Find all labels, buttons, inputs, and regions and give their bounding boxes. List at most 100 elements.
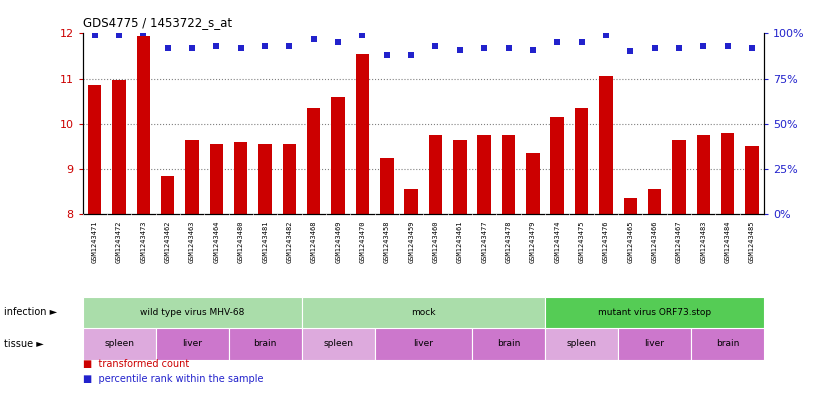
Bar — [229, 328, 301, 360]
Point — [88, 32, 102, 39]
Text: liver: liver — [644, 340, 665, 348]
Bar — [599, 76, 613, 214]
Bar — [234, 142, 248, 214]
Text: GSM1243476: GSM1243476 — [603, 221, 609, 263]
Text: spleen: spleen — [104, 340, 134, 348]
Text: GSM1243483: GSM1243483 — [700, 221, 706, 263]
Text: GSM1243482: GSM1243482 — [287, 221, 292, 263]
Text: brain: brain — [716, 340, 739, 348]
Text: GSM1243462: GSM1243462 — [164, 221, 171, 263]
Point — [551, 39, 564, 46]
Text: GSM1243473: GSM1243473 — [140, 221, 146, 263]
Text: GSM1243466: GSM1243466 — [652, 221, 657, 263]
Text: spleen: spleen — [567, 340, 596, 348]
Bar — [331, 97, 344, 214]
Point — [210, 43, 223, 49]
Point — [599, 32, 612, 39]
Bar — [550, 117, 564, 214]
Point — [259, 43, 272, 49]
Text: liver: liver — [182, 340, 202, 348]
Bar — [137, 36, 150, 214]
Point — [477, 45, 491, 51]
Point — [721, 43, 734, 49]
Text: wild type virus MHV-68: wild type virus MHV-68 — [140, 308, 244, 317]
Point — [696, 43, 710, 49]
Text: GDS4775 / 1453722_s_at: GDS4775 / 1453722_s_at — [83, 16, 232, 29]
Point — [112, 32, 126, 39]
Bar — [618, 328, 691, 360]
Bar — [356, 54, 369, 214]
Bar — [696, 135, 710, 214]
Bar — [526, 153, 539, 214]
Point — [282, 43, 296, 49]
Bar — [155, 328, 229, 360]
Text: GSM1243459: GSM1243459 — [408, 221, 414, 263]
Text: GSM1243461: GSM1243461 — [457, 221, 463, 263]
Text: GSM1243467: GSM1243467 — [676, 221, 682, 263]
Text: infection ►: infection ► — [4, 307, 57, 318]
Point — [526, 46, 539, 53]
Point — [624, 48, 637, 55]
Text: GSM1243458: GSM1243458 — [384, 221, 390, 263]
Bar — [405, 189, 418, 214]
Text: GSM1243485: GSM1243485 — [749, 221, 755, 263]
Bar — [210, 144, 223, 214]
Text: GSM1243484: GSM1243484 — [724, 221, 730, 263]
Bar — [161, 176, 174, 214]
Text: GSM1243468: GSM1243468 — [311, 221, 317, 263]
Bar — [672, 140, 686, 214]
Bar — [472, 328, 545, 360]
Text: GSM1243474: GSM1243474 — [554, 221, 560, 263]
Point — [356, 32, 369, 39]
Point — [429, 43, 442, 49]
Bar — [545, 328, 618, 360]
Point — [648, 45, 661, 51]
Bar — [375, 328, 472, 360]
Text: GSM1243463: GSM1243463 — [189, 221, 195, 263]
Point — [161, 45, 174, 51]
Text: GSM1243470: GSM1243470 — [359, 221, 365, 263]
Point — [575, 39, 588, 46]
Bar — [721, 133, 734, 214]
Bar — [301, 328, 375, 360]
Point — [745, 45, 758, 51]
Bar — [575, 108, 588, 214]
Point — [405, 52, 418, 58]
Text: GSM1243471: GSM1243471 — [92, 221, 97, 263]
Bar — [185, 140, 199, 214]
Point — [380, 52, 393, 58]
Bar — [259, 144, 272, 214]
Text: spleen: spleen — [323, 340, 354, 348]
Bar — [429, 135, 442, 214]
Text: GSM1243464: GSM1243464 — [213, 221, 220, 263]
Text: brain: brain — [496, 340, 520, 348]
Text: GSM1243478: GSM1243478 — [506, 221, 511, 263]
Bar — [691, 328, 764, 360]
Bar — [502, 135, 515, 214]
Text: ■  percentile rank within the sample: ■ percentile rank within the sample — [83, 374, 263, 384]
Bar — [83, 297, 301, 328]
Text: GSM1243479: GSM1243479 — [529, 221, 536, 263]
Bar — [745, 146, 758, 214]
Bar — [112, 79, 126, 214]
Bar — [88, 85, 102, 214]
Text: GSM1243477: GSM1243477 — [482, 221, 487, 263]
Point — [672, 45, 686, 51]
Point — [331, 39, 344, 46]
Bar — [301, 297, 545, 328]
Text: mutant virus ORF73.stop: mutant virus ORF73.stop — [598, 308, 711, 317]
Text: brain: brain — [254, 340, 277, 348]
Point — [186, 45, 199, 51]
Bar — [624, 198, 637, 214]
Bar — [282, 144, 297, 214]
Bar — [453, 140, 467, 214]
Text: ■  transformed count: ■ transformed count — [83, 358, 189, 369]
Text: GSM1243472: GSM1243472 — [116, 221, 122, 263]
Text: GSM1243481: GSM1243481 — [262, 221, 268, 263]
Text: GSM1243475: GSM1243475 — [578, 221, 585, 263]
Text: GSM1243460: GSM1243460 — [433, 221, 439, 263]
Text: GSM1243469: GSM1243469 — [335, 221, 341, 263]
Text: liver: liver — [413, 340, 434, 348]
Bar — [545, 297, 764, 328]
Point — [453, 46, 467, 53]
